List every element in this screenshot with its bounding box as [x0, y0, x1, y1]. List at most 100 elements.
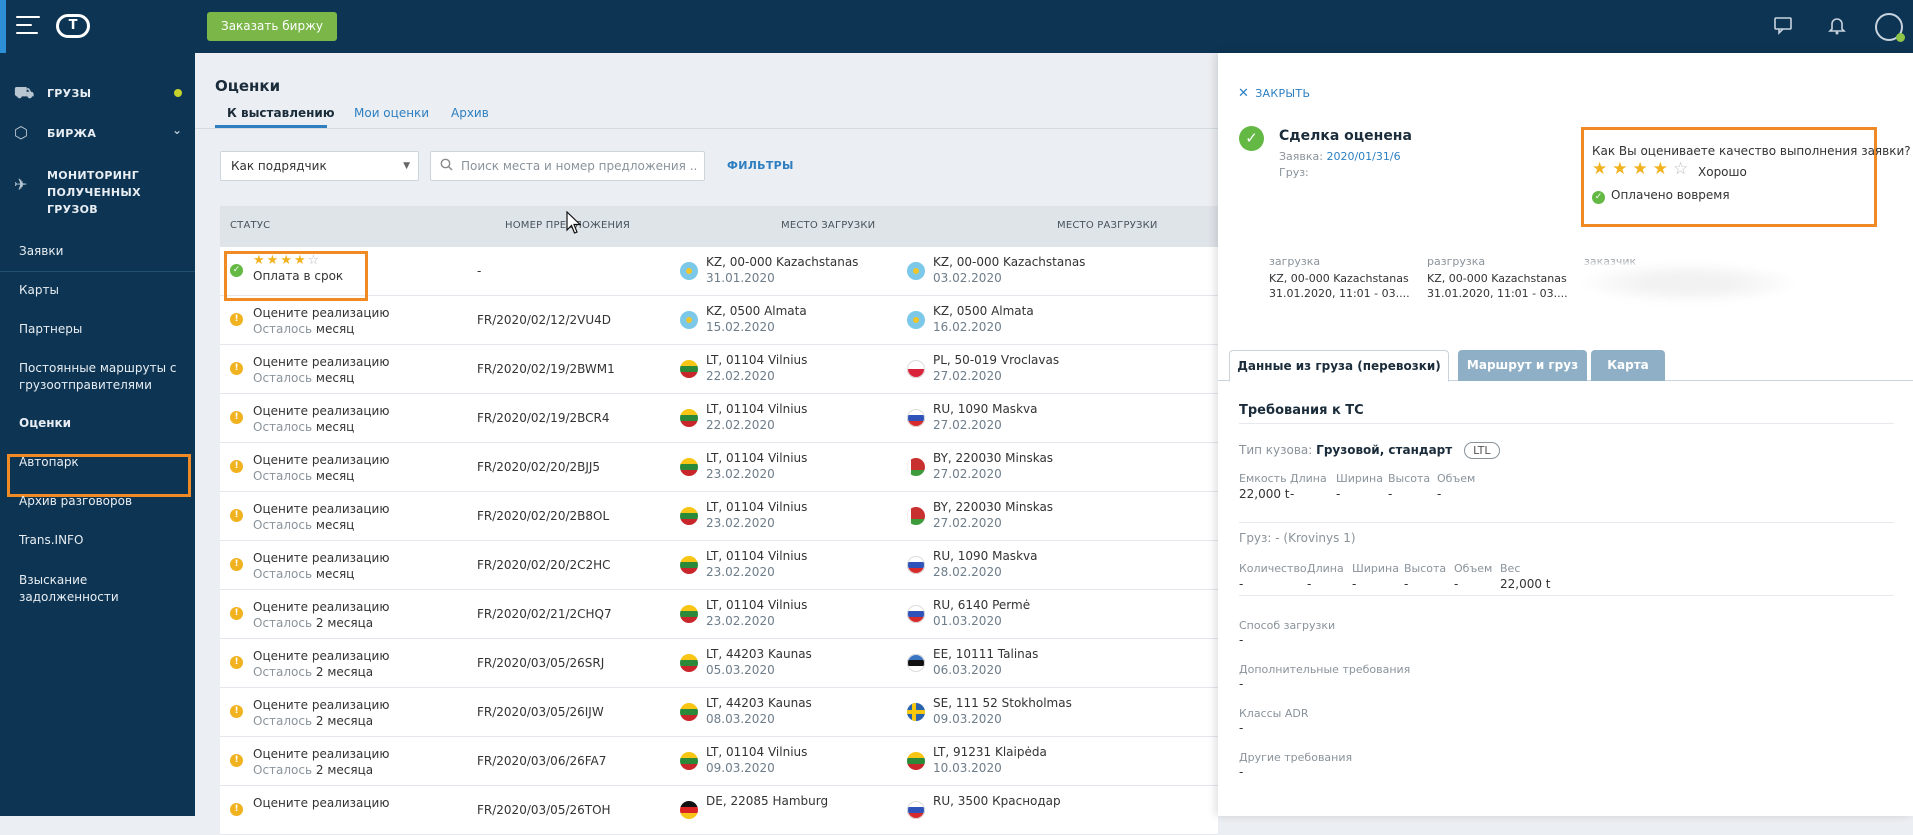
rating-stars[interactable]: ★★★★☆ [1592, 159, 1693, 179]
sidebar-item-maps[interactable]: Карты [19, 283, 59, 297]
offer-number: FR/2020/03/06/26FA7 [477, 754, 607, 768]
status-text[interactable]: Оцените реализацию [253, 355, 390, 369]
star-filled-icon: ★ [1592, 159, 1613, 179]
capacity-value: - [1437, 487, 1442, 501]
tab-archive[interactable]: Архив [451, 106, 489, 120]
place-name: KZ, 0500 Almata [933, 304, 1034, 318]
order-exchange-button[interactable]: Заказать биржу [207, 12, 337, 41]
table-row[interactable]: ! Оцените реализацию Осталось месяц FR/2020… [220, 296, 1218, 345]
table-row[interactable]: ! Оцените реализацию FR/2020/03/05/26TOH D… [220, 786, 1218, 835]
remaining-label: Осталось [253, 714, 313, 728]
tab-to-issue[interactable]: К выставлению [227, 106, 335, 120]
table-row[interactable]: ! Оцените реализацию Осталось 2 месяца FR/2… [220, 688, 1218, 737]
table-row[interactable]: ! Оцените реализацию Осталось месяц FR/2020… [220, 345, 1218, 394]
sidebar-item-ratings[interactable]: Оценки [19, 416, 72, 430]
capacity-value: - [1336, 487, 1341, 501]
flag-icon [680, 703, 698, 721]
flag-icon [680, 262, 698, 280]
tab-my-ratings[interactable]: Мои оценки [354, 106, 430, 120]
status-text[interactable]: Оцените реализацию [253, 747, 390, 761]
tab-map[interactable]: Карта [1591, 350, 1665, 381]
status-text[interactable]: Оцените реализацию [253, 698, 390, 712]
satellite-icon: ✈ [14, 175, 28, 194]
close-button[interactable]: ✕ ЗАКРЫТЬ [1238, 86, 1310, 101]
search-box[interactable] [430, 151, 705, 181]
request-ref: Заявка: 2020/01/31/6 [1279, 150, 1401, 163]
chevron-down-icon: ⌄ [172, 123, 183, 137]
place-date: 27.02.2020 [933, 418, 1002, 432]
bell-icon[interactable] [1825, 15, 1849, 39]
check-icon: ✓ [1239, 126, 1264, 151]
remaining-label: Осталось [253, 567, 313, 581]
capacity-label: Высота [1388, 472, 1431, 485]
status-text[interactable]: Оцените реализацию [253, 502, 390, 516]
remaining-label: Осталось [253, 420, 313, 434]
table-row[interactable]: ! Оцените реализацию Осталось 2 месяца FR/2… [220, 639, 1218, 688]
sidebar-item-fleet[interactable]: Автопарк [19, 455, 79, 469]
column-header-status[interactable]: СТАТУС [230, 220, 271, 231]
check-icon: ✓ [1592, 191, 1605, 204]
table-row[interactable]: ! Оцените реализацию Осталось 2 месяца FR/2… [220, 590, 1218, 639]
column-header-loading[interactable]: МЕСТО ЗАГРУЗКИ [781, 220, 876, 231]
star-empty-icon: ☆ [307, 253, 322, 268]
role-select[interactable]: Как подрядчик ▼ [220, 151, 419, 181]
chat-icon[interactable] [1771, 15, 1795, 39]
remaining-value: месяц [315, 371, 355, 385]
status-text[interactable]: Оцените реализацию [253, 796, 390, 810]
place-date: 27.02.2020 [933, 369, 1002, 383]
user-avatar-icon[interactable] [1875, 13, 1905, 42]
warning-icon: ! [230, 705, 243, 718]
load-method-label: Способ загрузки [1239, 619, 1336, 632]
table-row[interactable]: ! Оцените реализацию Осталось месяц FR/2020… [220, 541, 1218, 590]
sidebar-item-partners[interactable]: Партнеры [19, 322, 83, 336]
table-row[interactable]: ! Оцените реализацию Осталось месяц FR/2020… [220, 394, 1218, 443]
tab-route[interactable]: Маршрут и груз [1458, 350, 1587, 381]
warning-icon: ! [230, 460, 243, 473]
status-text[interactable]: Оцените реализацию [253, 600, 390, 614]
place-date: 31.01.2020 [706, 271, 775, 285]
cargo-attr-value: 22,000 t [1500, 577, 1551, 591]
flag-icon [907, 654, 925, 672]
status-text[interactable]: Оцените реализацию [253, 453, 390, 467]
logo[interactable]: T [56, 14, 90, 38]
table-row[interactable]: ! Оцените реализацию Осталось месяц FR/2020… [220, 443, 1218, 492]
status-text[interactable]: Оцените реализацию [253, 649, 390, 663]
flag-icon [907, 507, 925, 525]
status-dot [174, 89, 182, 97]
main-content: Оценки К выставлению Мои оценки Архив Ка… [195, 53, 1218, 835]
place-date: 23.02.2020 [706, 516, 775, 530]
cargo-label: Груз: [1279, 166, 1309, 179]
remaining-value: месяц [315, 567, 355, 581]
table-row[interactable]: ✓ ★★★★☆ Оплата в срок - KZ, 00-000 Kazachsta… [220, 247, 1218, 296]
status-text[interactable]: Оцените реализацию [253, 404, 390, 418]
place-name: LT, 01104 Vilnius [706, 451, 808, 465]
cargo-attr-label: Объем [1454, 562, 1493, 575]
table-row[interactable]: ! Оцените реализацию Осталось месяц FR/2020… [220, 492, 1218, 541]
paid-on-time: ✓ Оплачено вовремя [1592, 188, 1730, 204]
close-icon: ✕ [1238, 86, 1250, 101]
deal-detail-panel: ✕ ЗАКРЫТЬ ✓ Сделка оценена Заявка: 2020/0… [1218, 53, 1913, 816]
hamburger-menu-icon[interactable] [16, 16, 40, 36]
rating-stars: ★★★★☆ [253, 253, 321, 268]
table-row[interactable]: ! Оцените реализацию Осталось 2 месяца FR/2… [220, 737, 1218, 786]
filters-link[interactable]: ФИЛЬТРЫ [727, 159, 794, 172]
sidebar-item-requests[interactable]: Заявки [19, 244, 64, 258]
sidebar-item-label: Постоянные маршруты с [19, 361, 177, 375]
column-header-unloading[interactable]: МЕСТО РАЗГРУЗКИ [1057, 220, 1158, 231]
status-text[interactable]: Оцените реализацию [253, 551, 390, 565]
ratings-table: ✓ ★★★★☆ Оплата в срок - KZ, 00-000 Kazachsta… [220, 247, 1218, 835]
place-name: LT, 01104 Vilnius [706, 500, 808, 514]
tab-cargo-data[interactable]: Данные из груза (перевозки) [1229, 350, 1449, 382]
search-input[interactable] [461, 157, 696, 175]
place-date: 10.03.2020 [933, 761, 1002, 775]
remaining-value: месяц [315, 322, 355, 336]
sidebar-item-transinfo[interactable]: Trans.INFO [19, 533, 84, 547]
sidebar-item-call-archive[interactable]: Архив разговоров [19, 494, 133, 508]
capacity-value: - [1290, 487, 1295, 501]
sidebar-item-routes[interactable]: Постоянные маршруты с грузоотправителями [19, 360, 189, 394]
status-text[interactable]: Оцените реализацию [253, 306, 390, 320]
request-link[interactable]: 2020/01/31/6 [1326, 150, 1401, 163]
redacted-area [1584, 263, 1794, 303]
place-date: 28.02.2020 [933, 565, 1002, 579]
sidebar-item-debt-collection[interactable]: Взыскание задолженности [19, 573, 119, 604]
